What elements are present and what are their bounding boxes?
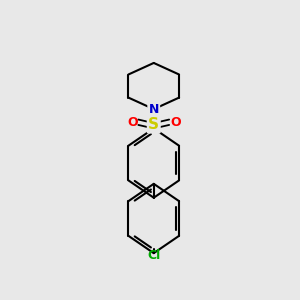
Text: O: O — [170, 116, 181, 129]
Text: S: S — [148, 117, 159, 132]
Text: Cl: Cl — [147, 249, 160, 262]
Text: O: O — [127, 116, 137, 129]
Text: N: N — [148, 103, 159, 116]
